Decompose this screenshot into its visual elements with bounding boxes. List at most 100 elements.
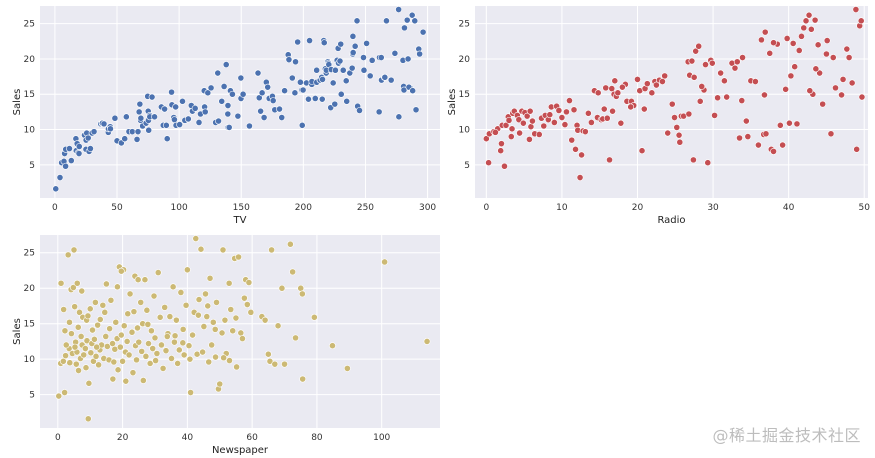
- data-point: [135, 108, 143, 116]
- data-point: [109, 340, 116, 347]
- data-point: [761, 91, 768, 99]
- data-point: [84, 134, 92, 142]
- y-axis-label: Sales: [12, 318, 23, 345]
- y-tick-label: 20: [459, 55, 471, 65]
- data-point: [75, 150, 83, 157]
- data-point: [114, 366, 122, 374]
- data-point: [563, 108, 570, 116]
- x-tick-label: 40: [783, 203, 795, 213]
- data-point: [185, 342, 193, 350]
- data-point: [245, 279, 253, 286]
- data-point: [343, 364, 351, 372]
- data-point: [581, 128, 589, 136]
- data-point: [57, 279, 65, 287]
- data-point: [508, 125, 516, 133]
- data-point: [148, 327, 155, 335]
- data-point: [349, 32, 357, 40]
- data-point: [264, 350, 272, 358]
- data-point: [342, 77, 350, 85]
- data-point: [128, 128, 136, 136]
- x-tick-label: 80: [311, 433, 323, 443]
- data-point: [172, 103, 180, 111]
- data-point: [220, 354, 228, 362]
- data-point: [64, 251, 72, 259]
- data-point: [363, 40, 370, 47]
- data-point: [218, 329, 226, 337]
- x-tick-label: 100: [171, 203, 188, 213]
- data-point: [505, 116, 513, 124]
- data-point: [401, 24, 408, 32]
- data-point: [274, 322, 282, 330]
- data-point: [122, 377, 130, 385]
- data-point: [787, 72, 795, 80]
- data-point: [690, 156, 697, 164]
- data-point: [145, 340, 152, 347]
- data-point: [786, 119, 793, 127]
- data-point: [195, 296, 203, 303]
- y-axis-label: Sales: [447, 89, 458, 116]
- data-point: [110, 358, 118, 366]
- data-point: [776, 121, 784, 129]
- data-point: [112, 318, 120, 326]
- y-tick-label: 25: [24, 20, 35, 30]
- data-point: [332, 66, 339, 74]
- data-point: [527, 123, 535, 131]
- x-tick-label: 20: [117, 433, 129, 443]
- data-point: [409, 87, 417, 95]
- data-point: [203, 313, 211, 320]
- data-point: [423, 338, 431, 345]
- data-point: [145, 126, 153, 134]
- data-point: [523, 112, 531, 120]
- data-point: [526, 136, 533, 143]
- y-tick-label: 15: [24, 90, 35, 100]
- data-point: [237, 329, 245, 337]
- data-point: [111, 114, 119, 122]
- data-point: [101, 308, 109, 316]
- data-point: [149, 345, 157, 352]
- x-tick-label: 300: [419, 203, 436, 213]
- data-point: [766, 49, 774, 57]
- data-point: [124, 310, 132, 318]
- data-point: [791, 63, 799, 71]
- data-point: [179, 325, 187, 333]
- data-point: [812, 65, 820, 73]
- data-point: [84, 415, 92, 423]
- data-point: [731, 64, 739, 72]
- data-point: [163, 333, 171, 340]
- data-point: [802, 17, 810, 25]
- data-point: [208, 341, 216, 349]
- data-point: [74, 323, 82, 331]
- data-point: [70, 246, 78, 254]
- data-point: [161, 303, 169, 311]
- data-point: [692, 47, 700, 55]
- x-tick-label: 30: [707, 203, 719, 213]
- data-point: [526, 107, 534, 115]
- data-point: [668, 100, 676, 108]
- data-point: [292, 334, 299, 342]
- data-point: [94, 321, 102, 329]
- y-tick-label: 20: [24, 55, 36, 65]
- data-point: [199, 348, 206, 356]
- data-point: [576, 174, 584, 181]
- data-point: [207, 84, 215, 92]
- data-point: [59, 357, 67, 365]
- data-point: [90, 128, 98, 136]
- x-tick-label: 40: [182, 433, 194, 443]
- data-point: [153, 350, 161, 357]
- data-point: [617, 119, 625, 127]
- data-point: [320, 39, 328, 47]
- data-point: [675, 131, 683, 139]
- watermark: @稀土掘金技术社区: [712, 426, 861, 445]
- data-point: [823, 37, 831, 44]
- data-point: [179, 339, 187, 347]
- data-point: [258, 89, 266, 97]
- data-point: [278, 284, 286, 292]
- data-point: [561, 121, 569, 128]
- data-point: [163, 135, 171, 143]
- scatter-panel-radio: 0 10 20 30 40 50 5 10 15 20 25 Radio Sales: [447, 6, 870, 226]
- data-point: [142, 352, 150, 360]
- data-point: [71, 303, 79, 311]
- data-point: [408, 11, 416, 19]
- data-point: [602, 84, 610, 92]
- data-point: [515, 116, 523, 124]
